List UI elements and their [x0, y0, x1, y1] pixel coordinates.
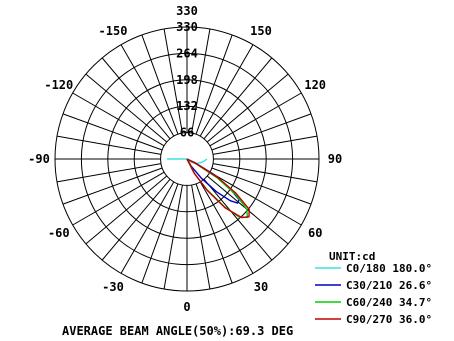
angle-label: -90 [28, 152, 50, 166]
unit-label: UNIT:cd [329, 250, 375, 263]
grid-spoke [195, 34, 233, 135]
polar-grid [54, 26, 320, 292]
grid-spoke [199, 44, 254, 137]
grid-spoke [141, 183, 179, 284]
grid-spoke [211, 167, 312, 205]
angle-label: -30 [102, 280, 124, 294]
grid-spoke [85, 175, 168, 245]
grid-spoke [212, 135, 318, 155]
angle-label: 60 [308, 226, 322, 240]
radial-tick-label: 330 [176, 20, 198, 34]
legend-label: C30/210 26.6° [346, 279, 432, 292]
angle-label: 0 [183, 300, 190, 314]
series-layer [167, 158, 250, 219]
grid-spoke [209, 171, 302, 226]
grid-spoke [199, 181, 254, 274]
grid-spoke [163, 28, 183, 134]
grid-spoke [191, 28, 211, 134]
grid-spoke [62, 113, 163, 151]
legend-label: C90/270 36.0° [346, 313, 432, 326]
grid-spoke [203, 57, 273, 140]
legend: C0/180 180.0° C30/210 26.6° C60/240 34.7° C… [315, 262, 432, 326]
radial-tick-label: 66 [180, 126, 194, 140]
angle-label: 30 [254, 280, 268, 294]
grid-spoke [56, 163, 162, 183]
grid-spoke [206, 73, 289, 143]
angle-label: 150 [250, 24, 272, 38]
radial-tick-label: 198 [176, 73, 198, 87]
grid-spoke [211, 113, 312, 151]
angle-label: -120 [44, 78, 73, 92]
radial-tick-label: 132 [176, 99, 198, 113]
grid-spoke [163, 184, 183, 290]
angle-labels: 0 30 60 90 120 150 330 -150 -120 -90 -60 -30 [28, 4, 342, 314]
grid-spoke [203, 178, 273, 261]
grid-spoke [141, 34, 179, 135]
angle-label: 330 [176, 4, 198, 18]
legend-label: C0/180 180.0° [346, 262, 432, 275]
angle-label: -150 [99, 24, 128, 38]
grid-spoke [212, 163, 318, 183]
radial-labels: 66 132 198 264 330 [176, 20, 198, 140]
grid-spoke [56, 135, 162, 155]
grid-spoke [209, 92, 302, 147]
footer-label: AVERAGE BEAM ANGLE(50%):69.3 DEG [62, 324, 293, 338]
angle-label: -60 [48, 226, 70, 240]
angle-label: 90 [328, 152, 342, 166]
grid-spoke [72, 92, 165, 147]
angle-label: 120 [304, 78, 326, 92]
grid-spoke [62, 167, 163, 205]
series-line-C90-270 [186, 158, 250, 219]
grid-spoke [101, 178, 171, 261]
legend-label: C60/240 34.7° [346, 296, 432, 309]
grid-spoke [191, 184, 211, 290]
grid-spoke [120, 44, 175, 137]
grid-spoke [195, 183, 233, 284]
grid-spoke [206, 175, 289, 245]
grid-spoke [120, 181, 175, 274]
grid-spoke [72, 171, 165, 226]
grid-spoke [85, 73, 168, 143]
radial-tick-label: 264 [176, 46, 198, 60]
grid-spoke [101, 57, 171, 140]
